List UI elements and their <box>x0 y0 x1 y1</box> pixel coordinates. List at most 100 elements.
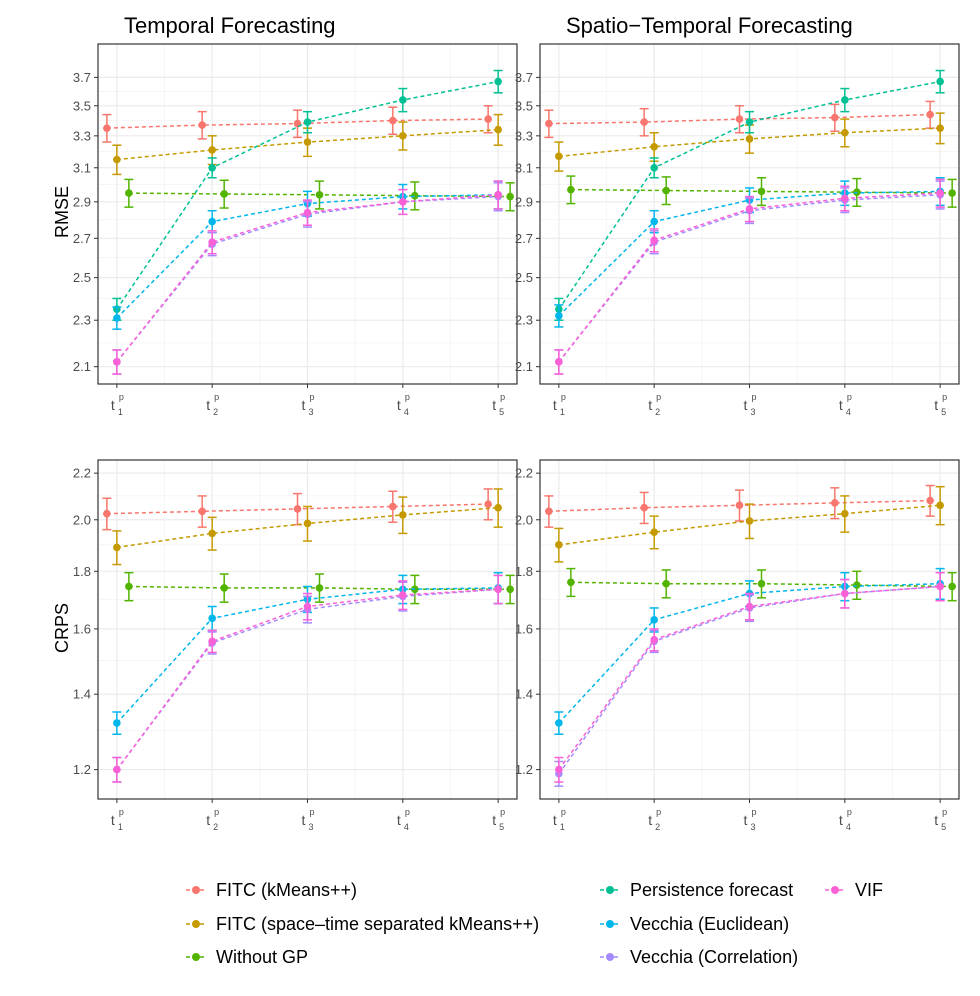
x-tick-subscript: 5 <box>499 822 504 832</box>
x-tick-label: t <box>111 397 115 413</box>
y-tick-label: 3.7 <box>515 70 533 85</box>
x-tick-label: t <box>492 812 496 828</box>
legend-label-vif: VIF <box>855 880 883 900</box>
x-tick-subscript: 3 <box>751 822 756 832</box>
y-tick-label: 2.7 <box>515 231 533 246</box>
x-tick-superscript: p <box>656 392 661 402</box>
data-point <box>936 501 944 510</box>
y-tick-label: 2.5 <box>515 270 533 285</box>
panel-border <box>97 459 518 800</box>
x-tick-superscript: p <box>214 807 219 817</box>
data-point <box>555 152 563 161</box>
data-point <box>745 118 754 126</box>
data-point <box>936 124 944 132</box>
column-title-temporal: Temporal Forecasting <box>124 13 336 38</box>
data-point <box>841 128 849 137</box>
data-point <box>831 113 839 122</box>
legend-item-vecchia-euclidean: Vecchia (Euclidean) <box>600 914 789 934</box>
legend-item-vecchia-correlation: Vecchia (Correlation) <box>600 947 798 967</box>
data-point <box>757 579 766 588</box>
legend-item-persistence: Persistence forecast <box>600 880 793 900</box>
data-point <box>567 578 575 587</box>
y-tick-label: 2.0 <box>73 512 91 527</box>
data-point <box>293 505 302 513</box>
x-tick-label: t <box>553 812 557 828</box>
x-tick-label: t <box>111 812 115 828</box>
panel-crps-temporal: 1.21.41.61.82.02.2t p1 t p2 t p3 t p4 t p5 <box>73 459 518 832</box>
x-tick-superscript: p <box>310 807 315 817</box>
data-point <box>208 217 216 226</box>
x-tick-label: t <box>302 397 306 413</box>
data-point <box>948 189 956 197</box>
data-point <box>303 602 312 611</box>
x-tick-subscript: 4 <box>404 822 409 832</box>
x-tick-superscript: p <box>847 807 852 817</box>
data-point <box>113 543 121 552</box>
data-point <box>936 77 944 86</box>
data-point <box>735 115 744 123</box>
y-tick-label: 1.4 <box>73 687 91 702</box>
data-point <box>841 509 849 518</box>
data-point <box>303 519 312 528</box>
x-tick-subscript: 2 <box>213 822 218 832</box>
data-point <box>208 163 216 172</box>
x-tick-subscript: 3 <box>309 407 314 417</box>
x-tick-label: t <box>206 812 210 828</box>
data-point <box>506 192 514 201</box>
x-tick-label: t <box>492 397 496 413</box>
data-point <box>198 507 206 516</box>
series-vif <box>112 574 503 783</box>
data-point <box>662 186 670 195</box>
x-tick-subscript: 5 <box>941 407 946 417</box>
data-point <box>208 146 216 154</box>
data-point <box>399 511 407 519</box>
data-point <box>494 503 502 512</box>
data-point <box>936 189 944 197</box>
data-point <box>853 581 861 589</box>
y-tick-label: 3.5 <box>73 98 91 113</box>
panel-border <box>97 43 518 385</box>
panel-border <box>539 43 960 385</box>
x-tick-superscript: p <box>500 392 505 402</box>
data-point <box>555 719 563 727</box>
data-point <box>220 584 228 592</box>
legend-label-persistence: Persistence forecast <box>630 880 793 900</box>
legend-key-point <box>606 920 614 928</box>
data-point <box>208 238 216 246</box>
data-point <box>735 501 744 510</box>
x-tick-label: t <box>302 812 306 828</box>
data-point <box>948 582 956 591</box>
x-tick-superscript: p <box>561 807 566 817</box>
data-point <box>399 591 407 599</box>
data-point <box>841 194 849 203</box>
panel-border <box>539 459 960 800</box>
data-point <box>555 541 563 549</box>
data-point <box>650 217 658 226</box>
data-point <box>113 314 121 322</box>
data-point <box>220 190 228 198</box>
series-vif <box>554 178 945 375</box>
y-tick-label: 1.4 <box>515 687 533 702</box>
data-point <box>315 191 324 199</box>
data-point <box>494 125 502 134</box>
y-tick-label: 3.3 <box>515 128 533 143</box>
x-tick-superscript: p <box>405 807 410 817</box>
data-point <box>745 602 754 611</box>
data-point <box>926 110 934 119</box>
data-point <box>841 96 849 104</box>
data-point <box>303 118 312 126</box>
data-point <box>484 500 492 508</box>
x-tick-superscript: p <box>310 392 315 402</box>
data-point <box>545 119 553 128</box>
x-tick-superscript: p <box>942 807 947 817</box>
y-tick-label: 2.2 <box>515 466 533 481</box>
y-axis-label-rmse: RMSE <box>52 186 72 238</box>
y-tick-label: 2.7 <box>73 231 91 246</box>
data-point <box>650 635 658 644</box>
x-tick-subscript: 3 <box>309 822 314 832</box>
data-point <box>208 529 216 538</box>
data-point <box>640 118 648 126</box>
legend-item-without-gp: Without GP <box>186 947 308 967</box>
data-point <box>555 765 563 774</box>
